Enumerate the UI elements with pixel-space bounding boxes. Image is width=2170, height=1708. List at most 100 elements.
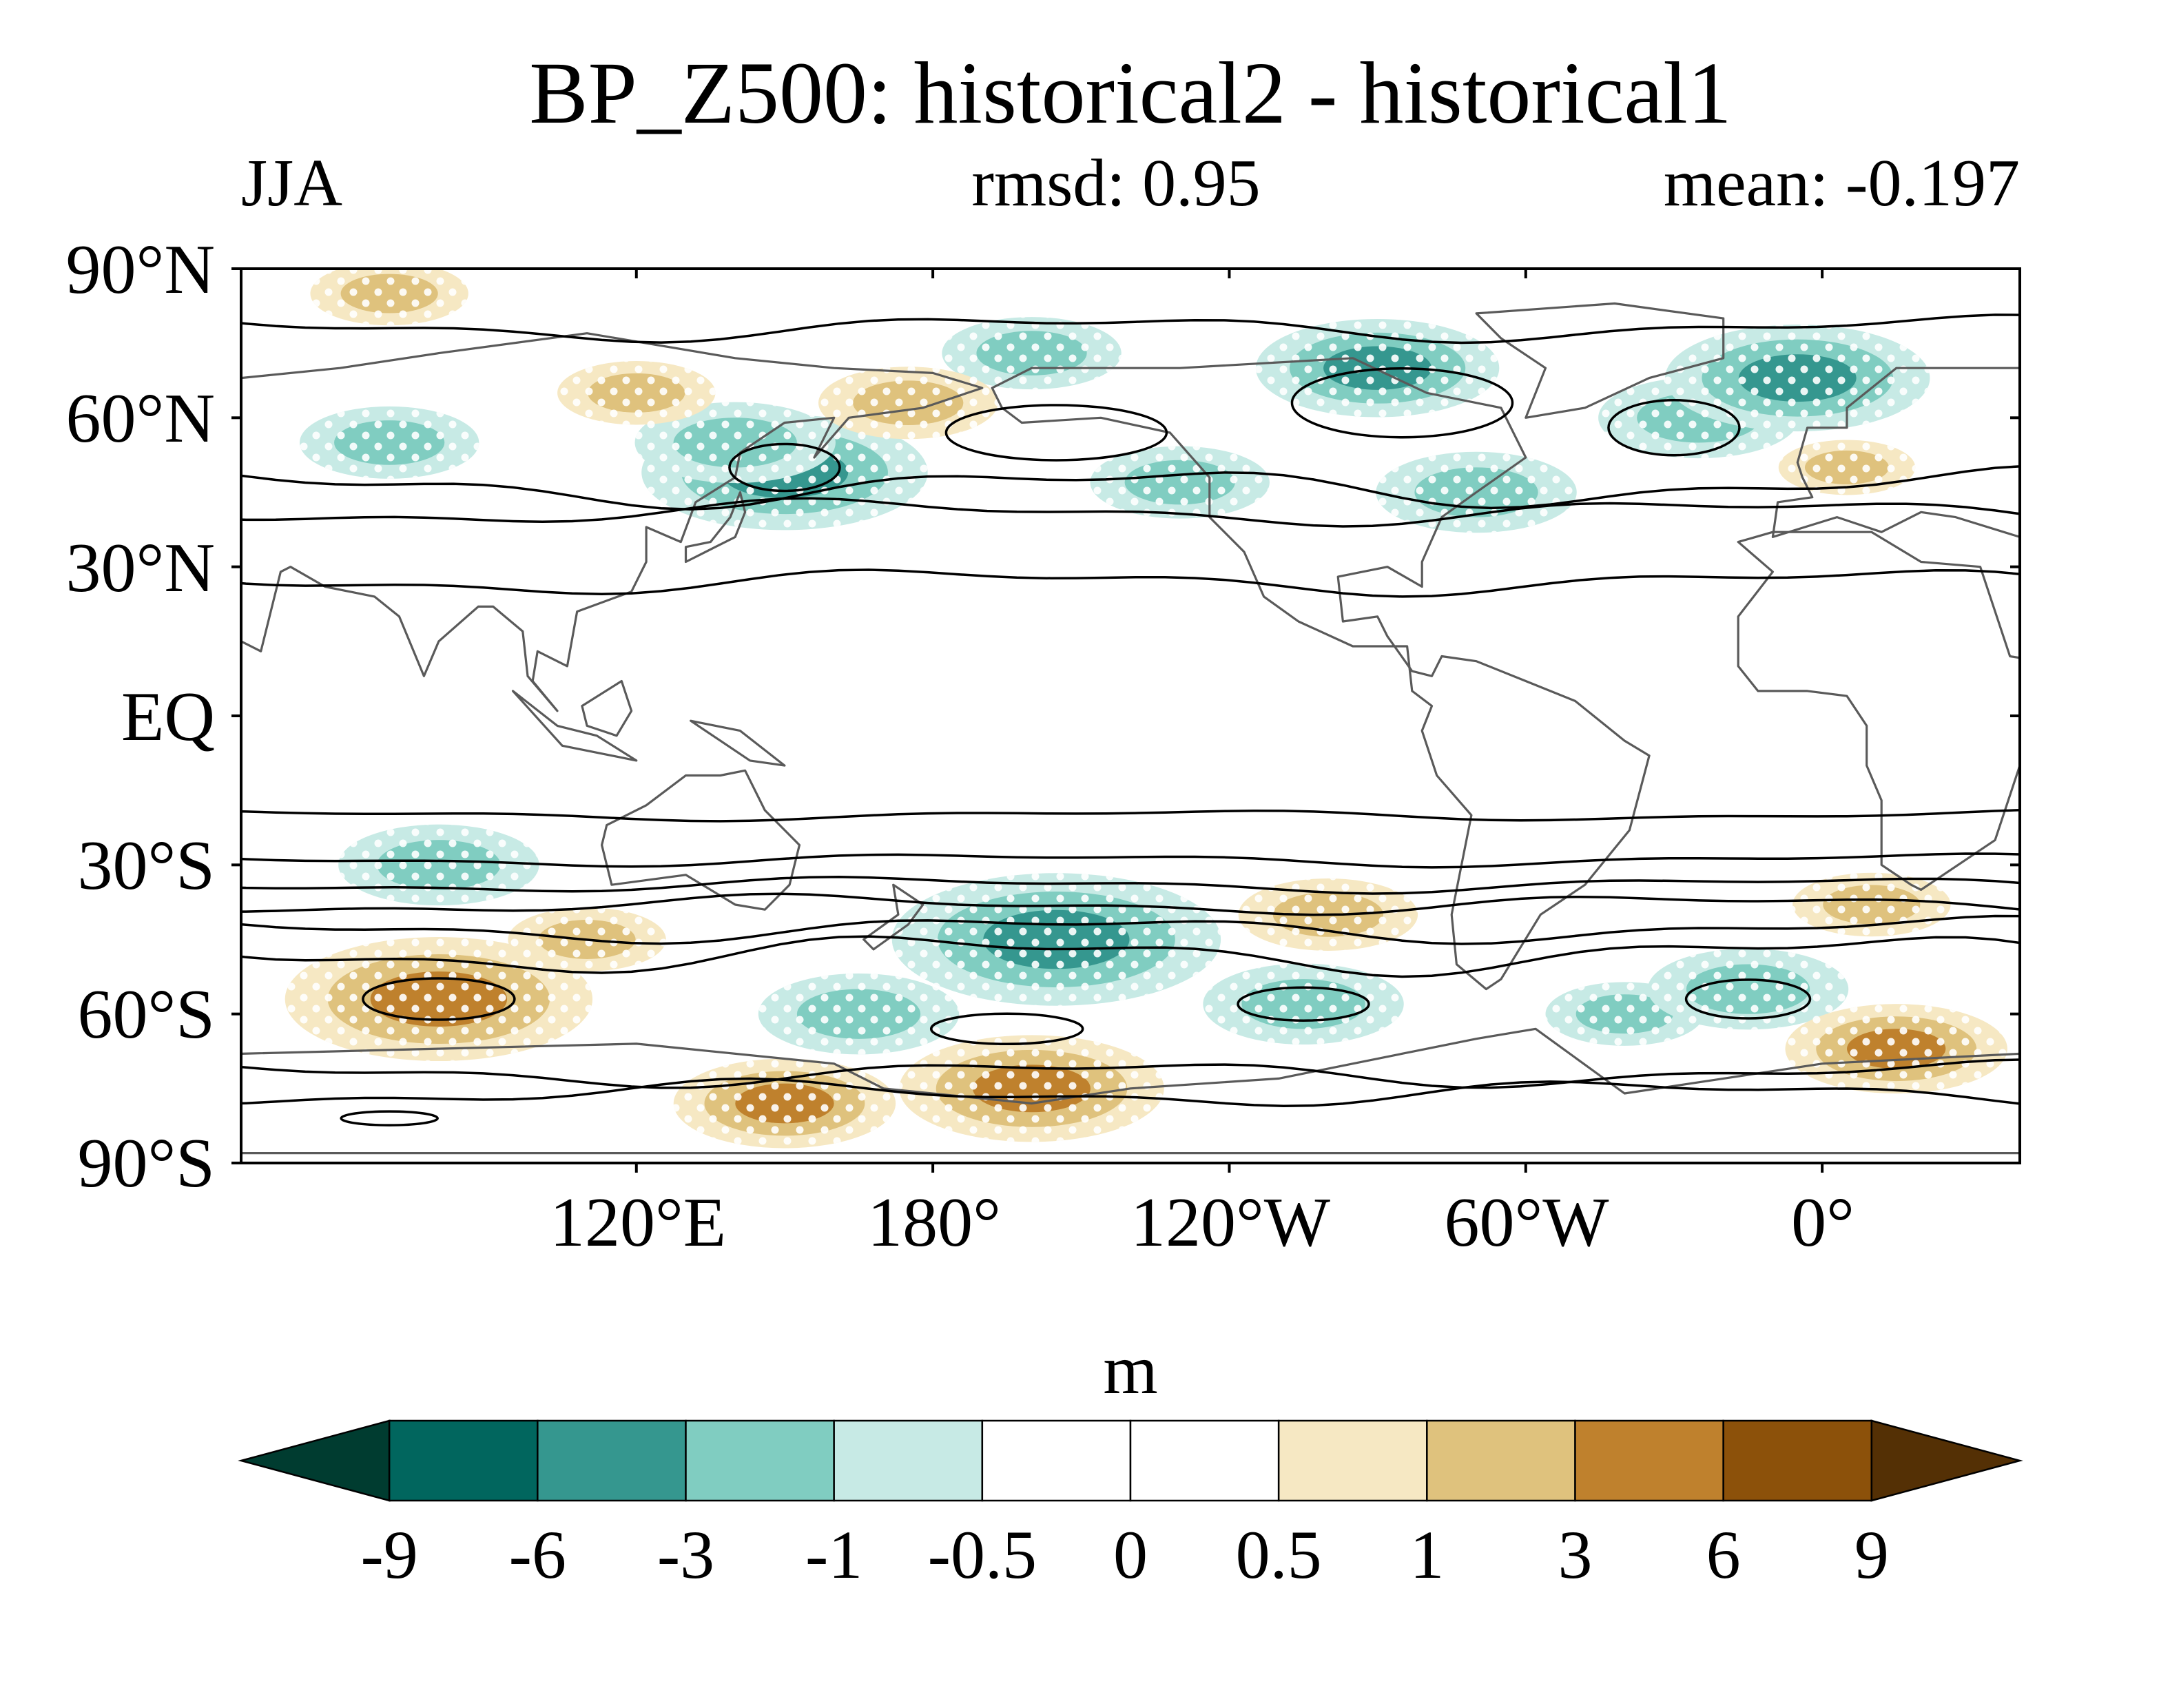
lon-label-120w: 120°W: [1130, 1184, 1331, 1262]
significance-stipple: [285, 937, 593, 1062]
lon-label-180: 180°: [867, 1184, 1001, 1262]
significance-stipple: [1785, 1004, 2007, 1094]
significance-stipple: [891, 873, 1221, 1006]
latitude-labels: 90°N 60°N 30°N EQ 30°S 60°S 90°S: [66, 231, 215, 1202]
coastlines: [241, 302, 2069, 1155]
climatology-closed-contour: [340, 1110, 439, 1126]
climatology-closed-contour: [1290, 367, 1514, 439]
climatology-closed-contour: [1684, 978, 1812, 1020]
colorbar-tick-label: -0.5: [928, 1516, 1037, 1593]
climatology-contour-line: [241, 1058, 2020, 1089]
climatology-contour-line: [241, 497, 2020, 528]
colorbar-box: [1574, 1419, 1724, 1502]
figure-title: BP_Z500: historical2 - historical1: [529, 44, 1732, 142]
colorbar-units: m: [1103, 1331, 1157, 1409]
colorbar-box: [388, 1419, 539, 1502]
significance-stipple: [1665, 325, 1930, 432]
coast-africa: [1737, 531, 2020, 891]
significance-stipple: [942, 317, 1122, 390]
significance-stipple: [899, 1035, 1164, 1142]
climatology-contour-line: [241, 876, 2020, 895]
significance-stipple: [557, 361, 716, 425]
climatology-closed-contour: [1237, 986, 1370, 1022]
climatology-contour-line: [241, 465, 2020, 511]
colorbar-extend-high: [1870, 1419, 2023, 1502]
climatology-contour-line: [241, 852, 2020, 869]
coast-borneo: [581, 679, 633, 737]
coast-europe: [1771, 367, 2020, 538]
colorbar-box: [981, 1419, 1132, 1502]
colorbar-tick-label: 6: [1706, 1516, 1741, 1593]
season-label: JJA: [241, 146, 342, 220]
coast-asia: [241, 332, 984, 712]
colorbar-tick-label: -1: [805, 1516, 862, 1593]
colorbar-tick-label: 0: [1113, 1516, 1148, 1593]
coast-americas: [991, 357, 1651, 991]
colorbar-box: [685, 1419, 835, 1502]
colorbar-box: [1277, 1419, 1428, 1502]
colorbar-box: [537, 1419, 687, 1502]
climatology-contour-line: [241, 892, 2020, 916]
climatology-contour-line: [241, 1077, 2020, 1107]
lon-label-60w: 60°W: [1444, 1184, 1609, 1262]
rmsd-label: rmsd: 0.95: [971, 146, 1260, 220]
colorbar-tick-label: -3: [657, 1516, 714, 1593]
significance-stipple: [1203, 963, 1404, 1045]
climatology-contour-line: [241, 808, 2020, 823]
colorbar-box: [1722, 1419, 1873, 1502]
significance-stipple: [1778, 440, 1916, 495]
colorbar-tick-label: 0.5: [1236, 1516, 1322, 1593]
climatology-closed-contour: [728, 442, 841, 493]
climatology-contour-line: [241, 313, 2020, 344]
climatology-closed-contour: [944, 404, 1168, 462]
colorbar-box: [1129, 1419, 1280, 1502]
colorbar: m -9 -6 -3 -1 -0.5 0 0.5 1 3 6 9: [238, 1331, 2023, 1593]
colorbar-boxes: [238, 1419, 2023, 1502]
lat-label-90n: 90°N: [66, 231, 215, 309]
coast-greenland: [1475, 302, 1725, 419]
colorbar-tick-labels: -9 -6 -3 -1 -0.5 0 0.5 1 3 6 9: [361, 1516, 1889, 1593]
coast-madagascar: [2035, 781, 2069, 841]
significance-stipple: [758, 973, 960, 1055]
lat-label-30n: 30°N: [66, 529, 215, 607]
axis-ticks: [231, 267, 2020, 1173]
colorbar-tick-label: 9: [1854, 1516, 1889, 1593]
colorbar-tick-label: 3: [1558, 1516, 1593, 1593]
coast-australia: [601, 769, 801, 911]
lon-label-0: 0°: [1791, 1184, 1854, 1262]
coast-antarctica: [241, 1027, 2020, 1155]
significance-stipple: [1090, 446, 1270, 519]
lat-label-60s: 60°S: [77, 976, 215, 1053]
climatology-contour-line: [241, 914, 2020, 945]
climatology-closed-contour: [362, 977, 516, 1021]
significance-stipple: [673, 1058, 896, 1149]
colorbar-box: [833, 1419, 984, 1502]
coast-new-zealand: [862, 883, 924, 951]
climatology-closed-contour: [1607, 399, 1741, 457]
coast-japan: [684, 491, 747, 564]
climatology-closed-contour: [929, 1012, 1084, 1046]
lat-label-eq: EQ: [121, 678, 215, 756]
significance-stipple: [310, 269, 468, 326]
longitude-labels: 120°E 180° 120°W 60°W 0°: [550, 1184, 1854, 1262]
colorbar-tick-label: -6: [509, 1516, 566, 1593]
coast-sumatra-java: [511, 690, 638, 762]
significance-stipple: [338, 824, 539, 906]
climatology-contour-line: [241, 568, 2020, 598]
colorbar-extend-low: [238, 1419, 391, 1502]
lat-label-60n: 60°N: [66, 380, 215, 457]
lon-label-120e: 120°E: [550, 1184, 726, 1262]
significance-stipple: [299, 406, 479, 479]
climatology-contour-line: [241, 935, 2020, 978]
significance-stipple: [818, 367, 998, 440]
colorbar-tick-label: -9: [361, 1516, 418, 1593]
climatology-contours: [241, 313, 2020, 1126]
coast-new-guinea: [690, 719, 786, 767]
lat-label-90s: 90°S: [77, 1124, 215, 1202]
colorbar-box: [1426, 1419, 1576, 1502]
lat-label-30s: 30°S: [77, 827, 215, 905]
mean-label: mean: -0.197: [1664, 146, 2020, 220]
colorbar-tick-label: 1: [1409, 1516, 1444, 1593]
map-panel: [241, 269, 2069, 1163]
